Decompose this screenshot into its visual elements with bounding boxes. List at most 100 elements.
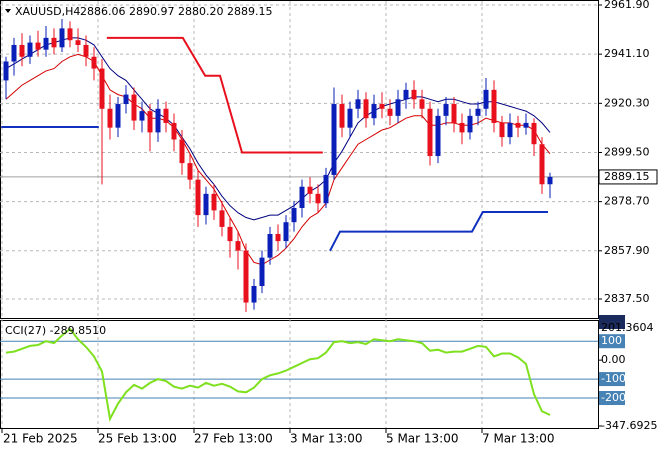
candle-body: [115, 104, 121, 128]
candle-body: [395, 99, 401, 116]
candle-body: [355, 99, 361, 109]
y-tick-label: 0.00: [601, 353, 626, 366]
candle-body: [539, 144, 545, 185]
candle-body: [179, 139, 185, 164]
candle-body: [371, 104, 377, 119]
candle-body: [139, 111, 145, 121]
candle-body: [531, 122, 537, 145]
ohlc-label: 2886.06 2890.97 2880.20 2889.15: [80, 5, 272, 18]
candle-body: [83, 44, 89, 57]
candle-body: [483, 89, 489, 109]
candle-body: [499, 122, 505, 138]
cci-panel-frame: [0, 320, 599, 429]
y-tick-label: 2941.10: [604, 47, 650, 60]
candle-body: [203, 193, 209, 216]
candle-body: [75, 40, 81, 45]
x-tick-label: 21 Feb 2025: [3, 432, 78, 446]
y-tick-label: -100: [601, 372, 626, 385]
candle-body: [507, 122, 513, 138]
candle-body: [379, 104, 385, 109]
level-step-line: [329, 211, 548, 252]
candle-body: [195, 179, 201, 216]
candle-body: [451, 104, 457, 123]
candle-body: [387, 108, 393, 116]
main-panel-frame: [0, 0, 599, 319]
y-tick-label: -347.6925: [601, 419, 657, 432]
cci-line: [5, 327, 551, 422]
candle-body: [51, 37, 57, 48]
candle-body: [107, 108, 113, 128]
candle-body: [475, 108, 481, 116]
candle-body: [155, 108, 161, 133]
x-tick-label: 7 Mar 13:00: [482, 432, 555, 446]
y-tick-label: -200: [601, 391, 626, 404]
y-tick-box: [599, 372, 625, 387]
candle-body: [163, 108, 169, 123]
candle-body: [131, 94, 137, 121]
candle-body: [307, 186, 313, 194]
candle-body: [283, 222, 289, 242]
candle-body: [411, 89, 417, 100]
x-tick-label: 5 Mar 13:00: [386, 432, 459, 446]
candle-body: [251, 286, 257, 303]
candle-body: [339, 104, 345, 128]
candle-body: [443, 104, 449, 116]
candle-body: [11, 44, 17, 62]
y-tick-label: 2899.50: [604, 145, 650, 158]
candle-body: [291, 208, 297, 223]
candle-body: [523, 122, 529, 128]
candle-body: [491, 89, 497, 123]
y-tick-box: [599, 391, 625, 406]
candle-body: [259, 257, 265, 287]
candle-body: [363, 99, 369, 119]
candle-body: [331, 104, 337, 175]
last-price-label: 2889.15: [604, 170, 650, 183]
candle-body: [235, 241, 241, 251]
candle-body: [171, 122, 177, 140]
cci-label: CCI(27) -289.8510: [5, 324, 106, 337]
candle-body: [219, 210, 225, 227]
candle-body: [227, 226, 233, 242]
candle-body: [515, 122, 521, 128]
moving-average-line: [5, 53, 551, 266]
candle-body: [467, 115, 473, 133]
candle-body: [211, 193, 217, 211]
candle-body: [403, 89, 409, 100]
candle-body: [347, 108, 353, 128]
candle-body: [35, 42, 41, 50]
level-step-line: [106, 36, 323, 154]
y-tick-label: 2837.50: [604, 292, 650, 305]
candle-body: [43, 37, 49, 50]
y-tick-box: [599, 315, 625, 329]
candle-body: [299, 186, 305, 209]
candle-body: [419, 99, 425, 109]
y-tick-label: 2961.90: [604, 0, 650, 11]
candle-body: [147, 111, 153, 133]
y-tick-label: 2920.30: [604, 96, 650, 109]
moving-average-line: [5, 37, 551, 221]
grid-layer: [0, 1, 598, 428]
candle-body: [267, 234, 273, 258]
y-tick-label: 201.3604: [601, 321, 654, 334]
y-tick-label: 2857.90: [604, 244, 650, 257]
y-tick-label: 100: [601, 334, 622, 347]
y-tick-box: [599, 334, 625, 349]
candle-body: [91, 56, 97, 69]
candle-body: [67, 28, 73, 41]
marks-layer: [1, 18, 553, 422]
candle-body: [243, 250, 249, 303]
candle-body: [275, 234, 281, 242]
symbol-arrow: [5, 9, 11, 13]
x-tick-label: 27 Feb 13:00: [194, 432, 273, 446]
candle-body: [315, 193, 321, 204]
candle-body: [59, 28, 65, 48]
candle-body: [99, 68, 105, 109]
candle-body: [435, 115, 441, 157]
candle-body: [547, 176, 553, 185]
last-price-box: [598, 169, 658, 185]
candle-body: [3, 61, 9, 81]
candle-body: [123, 94, 129, 105]
x-tick-label: 25 Feb 13:00: [98, 432, 177, 446]
